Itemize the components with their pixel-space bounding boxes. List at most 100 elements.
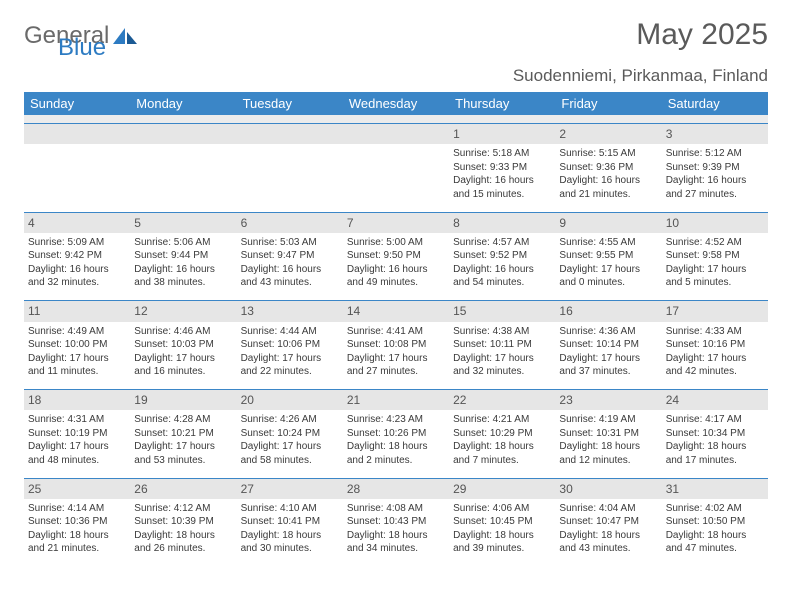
sunset-line: Sunset: 9:58 PM xyxy=(666,249,764,263)
day-info: Sunrise: 4:12 AMSunset: 10:39 PMDaylight… xyxy=(130,499,236,567)
day-number: 18 xyxy=(24,390,130,411)
weekday-tuesday: Tuesday xyxy=(237,92,343,115)
sunrise-line: Sunrise: 4:36 AM xyxy=(559,325,657,339)
daylight-line: Daylight: 16 hours and 15 minutes. xyxy=(453,174,551,201)
day-number: 9 xyxy=(555,212,661,233)
day-info: Sunrise: 4:38 AMSunset: 10:11 PMDaylight… xyxy=(449,322,555,390)
daylight-line: Daylight: 18 hours and 47 minutes. xyxy=(666,529,764,556)
sunrise-line: Sunrise: 4:06 AM xyxy=(453,502,551,516)
sunrise-line: Sunrise: 4:12 AM xyxy=(134,502,232,516)
sunrise-line: Sunrise: 4:08 AM xyxy=(347,502,445,516)
day-number: 1 xyxy=(449,124,555,145)
weekday-row: SundayMondayTuesdayWednesdayThursdayFrid… xyxy=(24,92,768,115)
sunrise-line: Sunrise: 4:49 AM xyxy=(28,325,126,339)
sunset-line: Sunset: 10:39 PM xyxy=(134,515,232,529)
empty-cell xyxy=(130,144,236,212)
day-number: 2 xyxy=(555,124,661,145)
sunrise-line: Sunrise: 4:10 AM xyxy=(241,502,339,516)
calendar-page: General May 2025 Blue Suodenniemi, Pirka… xyxy=(0,0,792,577)
day-info: Sunrise: 5:06 AMSunset: 9:44 PMDaylight:… xyxy=(130,233,236,301)
day-info: Sunrise: 4:23 AMSunset: 10:26 PMDaylight… xyxy=(343,410,449,478)
day-info: Sunrise: 4:49 AMSunset: 10:00 PMDaylight… xyxy=(24,322,130,390)
sunset-line: Sunset: 9:50 PM xyxy=(347,249,445,263)
sunset-line: Sunset: 9:47 PM xyxy=(241,249,339,263)
daylight-line: Daylight: 17 hours and 48 minutes. xyxy=(28,440,126,467)
day-number: 31 xyxy=(662,478,768,499)
day-info: Sunrise: 5:03 AMSunset: 9:47 PMDaylight:… xyxy=(237,233,343,301)
day-info: Sunrise: 4:14 AMSunset: 10:36 PMDaylight… xyxy=(24,499,130,567)
daylight-line: Daylight: 18 hours and 2 minutes. xyxy=(347,440,445,467)
daynum-row: 11121314151617 xyxy=(24,301,768,322)
sunset-line: Sunset: 10:41 PM xyxy=(241,515,339,529)
day-number: 20 xyxy=(237,390,343,411)
day-number: 5 xyxy=(130,212,236,233)
sunset-line: Sunset: 9:55 PM xyxy=(559,249,657,263)
daylight-line: Daylight: 17 hours and 42 minutes. xyxy=(666,352,764,379)
daylight-line: Daylight: 16 hours and 49 minutes. xyxy=(347,263,445,290)
sunrise-line: Sunrise: 5:18 AM xyxy=(453,147,551,161)
sunset-line: Sunset: 9:36 PM xyxy=(559,161,657,175)
calendar-body: 123Sunrise: 5:18 AMSunset: 9:33 PMDaylig… xyxy=(24,115,768,567)
daylight-line: Daylight: 16 hours and 38 minutes. xyxy=(134,263,232,290)
info-row: Sunrise: 5:18 AMSunset: 9:33 PMDaylight:… xyxy=(24,144,768,212)
daylight-line: Daylight: 17 hours and 11 minutes. xyxy=(28,352,126,379)
daylight-line: Daylight: 16 hours and 21 minutes. xyxy=(559,174,657,201)
daylight-line: Daylight: 18 hours and 21 minutes. xyxy=(28,529,126,556)
sunset-line: Sunset: 10:19 PM xyxy=(28,427,126,441)
daylight-line: Daylight: 18 hours and 39 minutes. xyxy=(453,529,551,556)
sunrise-line: Sunrise: 5:06 AM xyxy=(134,236,232,250)
sunset-line: Sunset: 10:08 PM xyxy=(347,338,445,352)
day-info: Sunrise: 4:04 AMSunset: 10:47 PMDaylight… xyxy=(555,499,661,567)
daylight-line: Daylight: 18 hours and 7 minutes. xyxy=(453,440,551,467)
day-info: Sunrise: 4:08 AMSunset: 10:43 PMDaylight… xyxy=(343,499,449,567)
daynum-row: 123 xyxy=(24,124,768,145)
daylight-line: Daylight: 17 hours and 16 minutes. xyxy=(134,352,232,379)
day-info: Sunrise: 4:44 AMSunset: 10:06 PMDaylight… xyxy=(237,322,343,390)
sunrise-line: Sunrise: 4:14 AM xyxy=(28,502,126,516)
sunset-line: Sunset: 10:34 PM xyxy=(666,427,764,441)
sunrise-line: Sunrise: 4:17 AM xyxy=(666,413,764,427)
sunset-line: Sunset: 10:16 PM xyxy=(666,338,764,352)
day-number: 21 xyxy=(343,390,449,411)
sunrise-line: Sunrise: 5:12 AM xyxy=(666,147,764,161)
day-number: 22 xyxy=(449,390,555,411)
weekday-thursday: Thursday xyxy=(449,92,555,115)
logo-sail-icon xyxy=(111,26,141,46)
weekday-friday: Friday xyxy=(555,92,661,115)
weekday-monday: Monday xyxy=(130,92,236,115)
brand-text-2: Blue xyxy=(58,34,106,61)
empty-cell xyxy=(237,144,343,212)
sunset-line: Sunset: 10:03 PM xyxy=(134,338,232,352)
daylight-line: Daylight: 17 hours and 0 minutes. xyxy=(559,263,657,290)
daylight-line: Daylight: 18 hours and 30 minutes. xyxy=(241,529,339,556)
daynum-row: 18192021222324 xyxy=(24,390,768,411)
sunrise-line: Sunrise: 4:44 AM xyxy=(241,325,339,339)
sunrise-line: Sunrise: 4:52 AM xyxy=(666,236,764,250)
sunset-line: Sunset: 9:42 PM xyxy=(28,249,126,263)
empty-cell xyxy=(343,144,449,212)
day-number: 16 xyxy=(555,301,661,322)
day-number: 30 xyxy=(555,478,661,499)
info-row: Sunrise: 4:31 AMSunset: 10:19 PMDaylight… xyxy=(24,410,768,478)
weekday-saturday: Saturday xyxy=(662,92,768,115)
daylight-line: Daylight: 16 hours and 27 minutes. xyxy=(666,174,764,201)
empty-cell xyxy=(343,124,449,145)
calendar-table: SundayMondayTuesdayWednesdayThursdayFrid… xyxy=(24,92,768,567)
sunrise-line: Sunrise: 4:19 AM xyxy=(559,413,657,427)
sunrise-line: Sunrise: 5:03 AM xyxy=(241,236,339,250)
day-info: Sunrise: 4:57 AMSunset: 9:52 PMDaylight:… xyxy=(449,233,555,301)
sunset-line: Sunset: 10:31 PM xyxy=(559,427,657,441)
sunrise-line: Sunrise: 4:02 AM xyxy=(666,502,764,516)
day-info: Sunrise: 4:33 AMSunset: 10:16 PMDaylight… xyxy=(662,322,768,390)
weekday-sunday: Sunday xyxy=(24,92,130,115)
day-info: Sunrise: 5:00 AMSunset: 9:50 PMDaylight:… xyxy=(343,233,449,301)
sunset-line: Sunset: 9:39 PM xyxy=(666,161,764,175)
sunset-line: Sunset: 10:45 PM xyxy=(453,515,551,529)
day-info: Sunrise: 5:18 AMSunset: 9:33 PMDaylight:… xyxy=(449,144,555,212)
daylight-line: Daylight: 18 hours and 43 minutes. xyxy=(559,529,657,556)
day-info: Sunrise: 4:06 AMSunset: 10:45 PMDaylight… xyxy=(449,499,555,567)
daylight-line: Daylight: 18 hours and 34 minutes. xyxy=(347,529,445,556)
location: Suodenniemi, Pirkanmaa, Finland xyxy=(24,66,768,86)
day-number: 3 xyxy=(662,124,768,145)
day-info: Sunrise: 4:10 AMSunset: 10:41 PMDaylight… xyxy=(237,499,343,567)
